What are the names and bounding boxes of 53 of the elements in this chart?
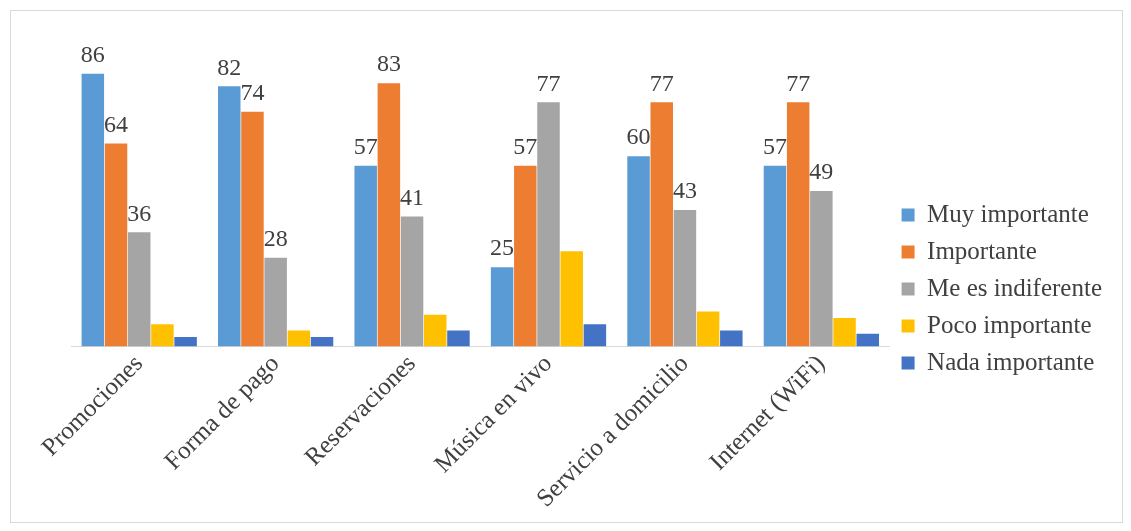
bar — [833, 317, 856, 347]
bar — [218, 86, 241, 347]
data-label: 57 — [353, 132, 378, 159]
data-label: 64 — [104, 110, 129, 137]
bar — [583, 324, 607, 347]
legend-label: Nada importante — [927, 347, 1095, 375]
bar — [81, 73, 105, 347]
bar — [786, 102, 810, 347]
bar — [287, 330, 311, 347]
data-label: 49 — [809, 158, 834, 185]
data-label: 41 — [400, 183, 425, 210]
data-label: 60 — [626, 123, 651, 150]
data-label: 82 — [217, 53, 242, 80]
bar — [354, 165, 377, 347]
bar — [310, 336, 334, 347]
bar — [424, 314, 447, 347]
bar — [720, 330, 743, 347]
bar — [763, 165, 787, 347]
legend-label: Poco importante — [927, 310, 1092, 338]
data-label: 57 — [762, 132, 787, 159]
data-label: 28 — [263, 224, 288, 251]
bar — [447, 330, 470, 347]
bar — [241, 111, 264, 347]
legend-label: Me es indiferente — [927, 273, 1103, 301]
bar — [490, 267, 514, 347]
bar — [673, 210, 697, 347]
bar — [151, 324, 174, 347]
bar — [810, 191, 833, 347]
data-label: 86 — [80, 40, 105, 67]
bar — [650, 102, 673, 347]
data-label: 25 — [490, 234, 515, 261]
bar — [696, 311, 720, 347]
bar — [400, 216, 424, 347]
bar — [856, 333, 879, 347]
legend-label: Muy importante — [927, 199, 1089, 227]
bar — [377, 83, 401, 347]
data-label: 77 — [649, 69, 674, 96]
bar — [514, 165, 537, 347]
bar — [127, 232, 151, 347]
bar — [174, 336, 197, 347]
bar — [537, 102, 560, 347]
bar — [104, 143, 128, 347]
legend-label: Importante — [927, 236, 1037, 264]
data-label: 77 — [786, 69, 811, 96]
data-label: 83 — [376, 50, 401, 77]
data-label: 77 — [536, 69, 561, 96]
data-label: 43 — [672, 177, 697, 204]
bar — [627, 156, 650, 347]
bar — [560, 251, 583, 347]
data-label: 57 — [513, 132, 538, 159]
bar — [264, 257, 287, 347]
data-label: 36 — [127, 199, 152, 226]
data-label: 74 — [240, 79, 265, 106]
